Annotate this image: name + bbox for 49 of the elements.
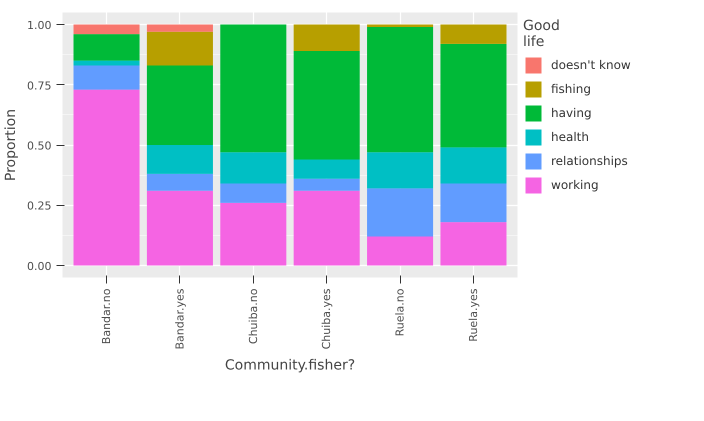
y-tick-label: 0.25 — [27, 200, 52, 213]
bar — [146, 190, 213, 266]
legend-label: relationships — [551, 154, 628, 168]
bar — [440, 44, 506, 148]
bar — [294, 178, 360, 191]
bar — [74, 66, 140, 90]
y-axis-title: Proportion — [3, 108, 20, 182]
x-tick-label: Bandar.no — [100, 288, 114, 344]
bar — [146, 145, 213, 174]
bar — [220, 202, 286, 266]
bar — [294, 24, 360, 52]
bar — [294, 190, 360, 266]
y-tick-label: 0.50 — [27, 140, 52, 152]
bar — [146, 174, 213, 191]
x-tick-label: Bandar.yes — [173, 288, 186, 350]
bar — [440, 222, 506, 266]
bar — [367, 236, 434, 266]
x-tick-label: Ruela.yes — [466, 288, 480, 342]
legend-label: fishing — [551, 82, 591, 96]
legend-label: having — [551, 106, 592, 120]
x-axis-title: Community.fisher? — [224, 358, 356, 374]
legend-label: working — [551, 178, 599, 192]
bar — [74, 60, 140, 66]
bar — [146, 66, 213, 145]
bar — [440, 24, 506, 44]
y-tick-label: 0.75 — [27, 79, 52, 92]
bar — [440, 184, 506, 222]
x-tick-label: Ruela.no — [394, 288, 407, 336]
x-tick-label: Chuiba.no — [246, 288, 260, 344]
y-tick-label: 1.00 — [27, 19, 52, 32]
legend-title: Good life — [523, 18, 561, 50]
bar — [74, 24, 140, 34]
bar — [440, 147, 506, 184]
legend-label: doesn't know — [551, 58, 631, 72]
bar — [220, 24, 286, 152]
bar — [367, 188, 434, 237]
bar — [146, 32, 213, 66]
bar — [220, 184, 286, 203]
bar — [146, 24, 213, 32]
bar — [294, 159, 360, 179]
legend-label: health — [551, 130, 589, 144]
y-tick-label: 0.00 — [27, 260, 52, 273]
bar — [220, 152, 286, 184]
bar — [74, 90, 140, 266]
bar — [367, 152, 434, 188]
bar — [74, 34, 140, 61]
bar — [294, 51, 360, 160]
bar — [367, 26, 434, 152]
x-tick-label: Chuiba.yes — [320, 288, 334, 350]
